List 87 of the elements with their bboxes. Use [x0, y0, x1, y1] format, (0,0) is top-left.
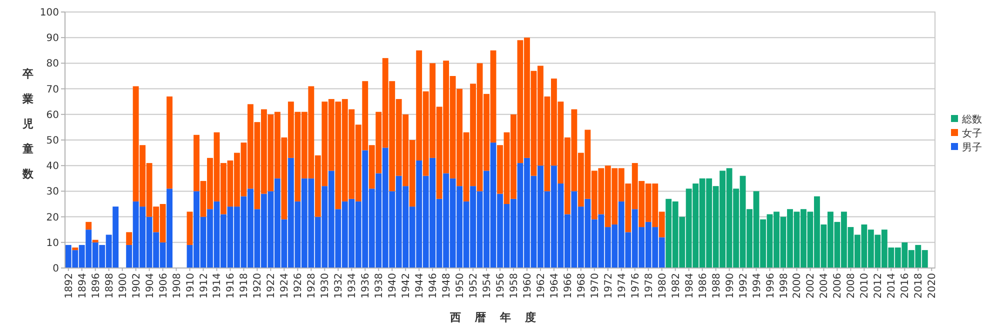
y-tick-label: 50: [46, 136, 59, 146]
x-tick-label: 1904: [144, 273, 156, 298]
x-tick-label: 2002: [806, 273, 817, 298]
x-tick-label: 1990: [724, 273, 736, 298]
x-tick-label: 1942: [401, 273, 412, 298]
x-tick-label: 1998: [778, 273, 790, 298]
x-tick-label: 2008: [846, 273, 858, 298]
x-tick-label: 1960: [522, 273, 534, 298]
x-tick-label: 1966: [562, 273, 574, 298]
x-tick-label: 2020: [927, 273, 938, 298]
x-tick-label: 1894: [77, 273, 88, 298]
y-tick-label: 10: [46, 238, 59, 249]
y-tick-label: 90: [46, 33, 59, 44]
bar: [126, 232, 132, 245]
x-tick-label: 2006: [832, 273, 844, 298]
x-tick-label: 1988: [711, 273, 722, 298]
x-tick-label: 1950: [455, 273, 466, 298]
x-tick-label: 1928: [306, 273, 318, 298]
x-tick-label: 1974: [616, 273, 628, 298]
x-tick-label: 1940: [388, 273, 399, 298]
x-tick-label: 1938: [374, 273, 386, 298]
y-axis-title: 卒業児童数: [22, 68, 48, 180]
x-tick-label: 1918: [239, 273, 250, 298]
y-tick-label: 40: [46, 161, 59, 172]
legend-label: 総数: [961, 114, 982, 126]
x-axis-title: 西暦年度: [449, 311, 550, 324]
x-tick-label: 2000: [792, 273, 804, 298]
x-tick-label: 2004: [819, 273, 830, 298]
x-tick-label: 1958: [508, 273, 520, 298]
x-tick-label: 1986: [698, 273, 709, 298]
x-tick-label: 1914: [212, 273, 224, 298]
x-tick-label: 1912: [198, 273, 210, 298]
x-tick-label: 1984: [684, 273, 696, 298]
bar: [186, 212, 193, 245]
x-tick-label: 1962: [536, 273, 547, 298]
x-tick-label: 1956: [496, 273, 506, 298]
x-tick-label: 2012: [873, 273, 884, 298]
legend-label: 女子: [962, 128, 982, 140]
x-tick-label: 1902: [131, 273, 142, 298]
y-tick-label: 70: [46, 84, 59, 96]
y-tick-label: 20: [46, 212, 59, 224]
bar: [166, 96, 172, 189]
y-tick-label: 30: [46, 186, 59, 198]
x-tick-label: 1970: [590, 273, 601, 298]
x-tick-label: 2010: [860, 273, 871, 298]
x-tick-label: 1934: [347, 273, 358, 298]
x-tick-label: 1922: [266, 273, 278, 298]
x-tick-label: 1930: [320, 273, 332, 298]
x-tick-label: 1936: [360, 273, 372, 298]
x-tick-label: 1996: [765, 273, 776, 298]
x-tick-label: 1944: [414, 273, 426, 298]
x-tick-label: 1994: [752, 273, 763, 298]
legend-label: 男子: [962, 142, 982, 154]
y-tick-label: 0: [52, 264, 59, 274]
y-tick-label: 80: [46, 58, 59, 70]
x-tick-label: 2014: [886, 273, 898, 298]
x-tick-label: 1978: [644, 273, 655, 298]
x-tick-label: 1972: [603, 273, 614, 298]
x-tick-label: 1954: [482, 273, 494, 298]
y-tick-label: 100: [40, 8, 59, 18]
x-tick-label: 1896: [90, 273, 102, 298]
x-tick-label: 1926: [293, 273, 304, 298]
x-tick-label: 1920: [252, 273, 264, 298]
x-tick-label: 1980: [657, 273, 668, 298]
x-tick-label: 1916: [226, 273, 237, 298]
y-tick-label: 60: [46, 110, 59, 121]
x-tick-label: 1910: [185, 273, 196, 298]
x-tick-label: 1906: [158, 273, 170, 298]
x-tick-label: 1948: [442, 273, 453, 298]
x-tick-label: 1946: [428, 273, 440, 298]
x-tick-label: 1982: [670, 273, 682, 298]
x-tick-label: 1968: [576, 273, 588, 298]
bar: [86, 222, 92, 230]
x-tick-label: 1924: [280, 273, 291, 298]
x-tick-label: 1900: [118, 273, 129, 298]
bar: [92, 240, 98, 242]
x-tick-label: 1976: [630, 273, 642, 298]
x-tick-label: 1992: [738, 273, 750, 298]
x-tick-label: 1892: [64, 273, 75, 298]
x-tick-label: 1898: [104, 273, 116, 298]
bar: [72, 248, 78, 250]
x-tick-label: 1964: [549, 273, 560, 298]
x-tick-label: 1952: [468, 273, 480, 298]
x-tick-label: 2018: [914, 273, 925, 298]
x-tick-label: 2016: [900, 273, 912, 298]
x-tick-label: 1908: [172, 273, 183, 298]
x-tick-label: 1932: [334, 273, 345, 298]
